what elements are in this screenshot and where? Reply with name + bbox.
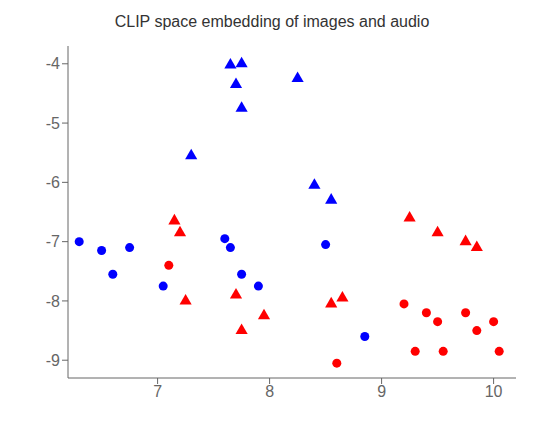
svg-text:-8: -8 (46, 293, 60, 310)
html-text:CLIP space embedding of images: CLIP space embedding of images and audio (114, 13, 430, 30)
svg-text:8: 8 (265, 383, 274, 400)
svg-text:-5: -5 (46, 115, 60, 132)
svg-text:7: 7 (153, 383, 162, 400)
svg-text:9: 9 (377, 383, 386, 400)
svg-text:-9: -9 (46, 352, 60, 369)
svg-text:10: 10 (485, 383, 503, 400)
svg-text:-6: -6 (46, 174, 60, 191)
svg-text:-4: -4 (46, 55, 60, 72)
svg-text:-7: -7 (46, 233, 60, 250)
